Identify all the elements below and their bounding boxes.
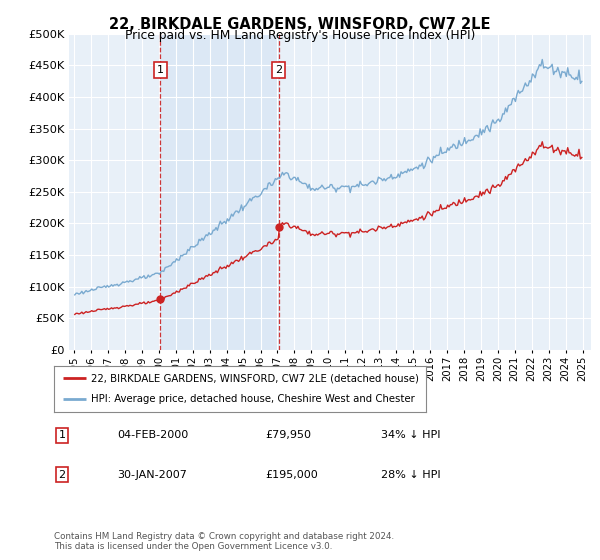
Text: 30-JAN-2007: 30-JAN-2007	[118, 470, 187, 479]
Text: 1: 1	[157, 65, 164, 75]
Text: 04-FEB-2000: 04-FEB-2000	[118, 431, 188, 440]
Text: 34% ↓ HPI: 34% ↓ HPI	[382, 431, 441, 440]
Text: Contains HM Land Registry data © Crown copyright and database right 2024.
This d: Contains HM Land Registry data © Crown c…	[54, 532, 394, 552]
Text: 28% ↓ HPI: 28% ↓ HPI	[382, 470, 441, 479]
Text: 1: 1	[58, 431, 65, 440]
Text: £79,950: £79,950	[265, 431, 311, 440]
Text: 22, BIRKDALE GARDENS, WINSFORD, CW7 2LE (detached house): 22, BIRKDALE GARDENS, WINSFORD, CW7 2LE …	[91, 373, 419, 383]
Bar	[160, 34, 279, 350]
Text: HPI: Average price, detached house, Cheshire West and Chester: HPI: Average price, detached house, Ches…	[91, 394, 415, 404]
Text: 22, BIRKDALE GARDENS, WINSFORD, CW7 2LE: 22, BIRKDALE GARDENS, WINSFORD, CW7 2LE	[109, 17, 491, 32]
Text: Price paid vs. HM Land Registry's House Price Index (HPI): Price paid vs. HM Land Registry's House …	[125, 29, 475, 42]
Text: 2: 2	[275, 65, 283, 75]
Text: £195,000: £195,000	[265, 470, 318, 479]
Text: 2: 2	[58, 470, 65, 479]
